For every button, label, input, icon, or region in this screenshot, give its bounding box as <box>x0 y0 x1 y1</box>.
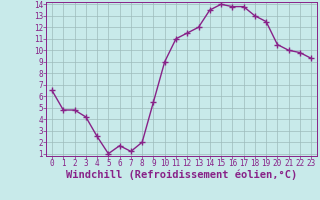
X-axis label: Windchill (Refroidissement éolien,°C): Windchill (Refroidissement éolien,°C) <box>66 170 297 180</box>
